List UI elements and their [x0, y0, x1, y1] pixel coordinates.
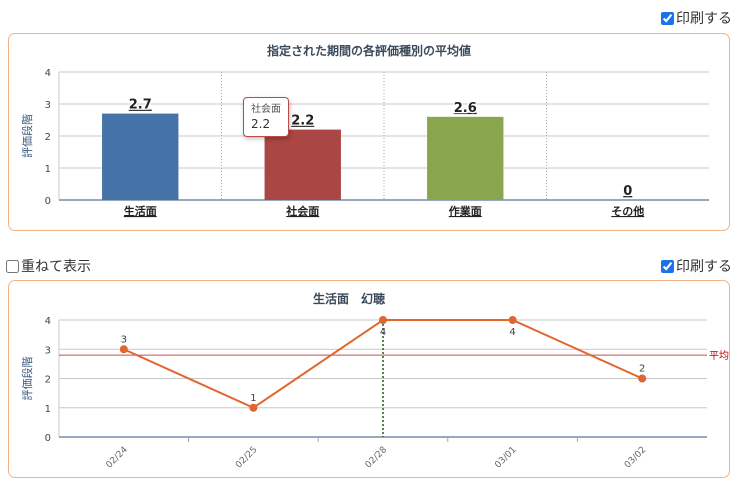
average-line-label: 平均 — [709, 350, 729, 362]
overlay-checkbox-label: 重ねて表示 — [21, 259, 91, 275]
print-checkbox-2-input[interactable] — [661, 259, 674, 273]
line-y-tick-label: 0 — [45, 433, 51, 444]
overlay-checkbox-input[interactable] — [6, 259, 19, 273]
bar-value-label: 2.2 — [291, 114, 314, 129]
line-y-axis-label: 評価段階 — [20, 357, 34, 401]
line-x-tick-label: 03/01 — [493, 445, 518, 470]
bar-value-label: 2.6 — [454, 101, 477, 116]
line-chart-title: 生活面 幻聴 — [313, 291, 385, 306]
bar-y-axis-label: 評価段階 — [20, 114, 34, 158]
trend-point-label: 3 — [121, 334, 127, 345]
bar-category-label: 社会面 — [285, 204, 319, 218]
line-x-tick-label: 02/25 — [234, 445, 259, 470]
bar — [102, 113, 179, 200]
trend-point-label: 1 — [250, 393, 256, 404]
average-chart-panel: 指定された期間の各評価種別の平均値 0 1 2 3 4 評価段階 2.7 生活面 2.2 社会面 2.… — [8, 33, 730, 231]
bar-y-tick-label: 3 — [45, 100, 51, 111]
line-x-tick-label: 02/28 — [364, 445, 390, 471]
bar-category-label: その他 — [611, 204, 644, 218]
line-x-tick-label: 02/24 — [105, 445, 131, 471]
bar-tooltip-value: 2.2 — [251, 117, 271, 131]
print-checkbox-2-label: 印刷する — [676, 259, 732, 275]
trend-data-point — [638, 374, 647, 383]
line-y-tick-label: 2 — [45, 375, 51, 386]
line-y-tick-label: 4 — [45, 316, 51, 327]
print-checkbox-1[interactable]: 印刷する — [661, 8, 732, 28]
trend-line-chart: 生活面 幻聴 0 1 2 3 4 評価段階 平均 3 02/24 1 02/25 4 02/28 4 03/0… — [20, 291, 729, 471]
overlay-checkbox[interactable]: 重ねて表示 — [6, 256, 91, 276]
trend-data-point — [119, 345, 128, 354]
bar-tooltip: 社会面 2.2 — [243, 97, 289, 137]
line-x-tick-label: 03/02 — [623, 445, 648, 470]
trend-point-label: 4 — [380, 327, 386, 338]
print-checkbox-2[interactable]: 印刷する — [661, 256, 732, 276]
trend-data-point — [379, 316, 387, 324]
bar — [264, 129, 341, 200]
average-bar-chart: 指定された期間の各評価種別の平均値 0 1 2 3 4 評価段階 2.7 生活面 2.2 社会面 2.… — [20, 43, 709, 218]
line-y-tick-label: 3 — [45, 345, 51, 356]
trend-point-label: 2 — [639, 364, 645, 375]
bar-y-tick-label: 2 — [45, 132, 51, 143]
trend-point-label: 4 — [509, 327, 515, 338]
bar-y-tick-label: 1 — [45, 164, 51, 175]
bar-tooltip-category: 社会面 — [251, 104, 281, 115]
bar-category-label: 生活面 — [124, 204, 157, 218]
print-checkbox-1-input[interactable] — [661, 11, 674, 25]
print-checkbox-1-label: 印刷する — [676, 11, 732, 27]
bar-chart-title: 指定された期間の各評価種別の平均値 — [267, 43, 471, 58]
bar-category-label: 作業面 — [449, 204, 482, 218]
trend-chart-panel: 生活面 幻聴 0 1 2 3 4 評価段階 平均 3 02/24 1 02/25 4 02/28 4 03/0… — [8, 280, 730, 478]
bar-y-tick-label: 0 — [45, 196, 51, 207]
bar-value-label: 2.7 — [129, 98, 152, 113]
trend-data-point — [508, 316, 517, 324]
bar-y-tick-label: 4 — [45, 68, 51, 79]
line-y-tick-label: 1 — [45, 404, 51, 415]
bar — [427, 116, 504, 200]
trend-data-point — [249, 403, 258, 412]
bar-value-label: 0 — [623, 184, 632, 199]
